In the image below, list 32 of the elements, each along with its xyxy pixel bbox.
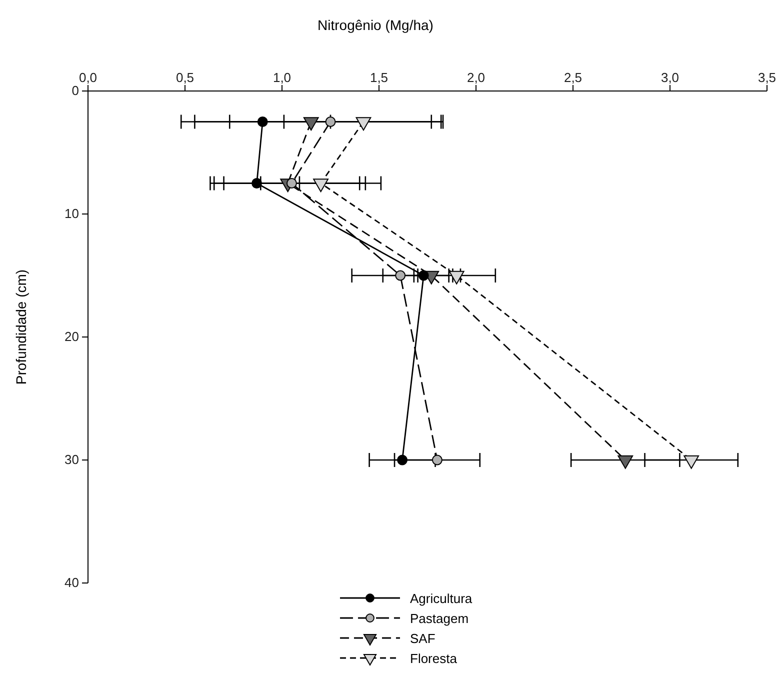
x-tick-label: 2,5 bbox=[564, 70, 582, 85]
y-axis-title: Profundidade (cm) bbox=[13, 269, 29, 385]
x-tick-label: 1,5 bbox=[370, 70, 388, 85]
point bbox=[448, 270, 464, 284]
x-tick-label: 2,0 bbox=[466, 70, 486, 85]
legend-label: SAF bbox=[410, 631, 436, 646]
point bbox=[397, 454, 408, 466]
y-tick-label: 10 bbox=[64, 206, 79, 222]
y-tick-label: 40 bbox=[64, 575, 79, 590]
point bbox=[418, 270, 429, 281]
x-tick-label: 0,5 bbox=[176, 70, 194, 85]
x-tick-label: 3,0 bbox=[660, 70, 680, 85]
point bbox=[684, 455, 700, 469]
point bbox=[257, 116, 268, 127]
x-axis-title: Nitrogênio (Mg/ha) bbox=[318, 17, 434, 33]
legend-label: Agricultura bbox=[410, 591, 473, 606]
point bbox=[618, 455, 634, 469]
legend-label: Floresta bbox=[410, 651, 458, 666]
x-tick-label: 1,0 bbox=[272, 70, 292, 85]
y-tick-label: 30 bbox=[64, 452, 79, 468]
point bbox=[325, 116, 336, 127]
legend-label: Pastagem bbox=[410, 611, 469, 626]
point bbox=[432, 454, 442, 466]
x-tick-label: 3,5 bbox=[758, 70, 776, 85]
point bbox=[395, 270, 406, 281]
point bbox=[313, 178, 329, 192]
y-tick-label: 20 bbox=[64, 329, 79, 344]
y-tick-label: 0 bbox=[72, 83, 79, 98]
x-tick-label: 0,0 bbox=[78, 70, 98, 85]
point bbox=[252, 178, 262, 188]
point bbox=[356, 117, 372, 131]
point bbox=[303, 117, 319, 131]
